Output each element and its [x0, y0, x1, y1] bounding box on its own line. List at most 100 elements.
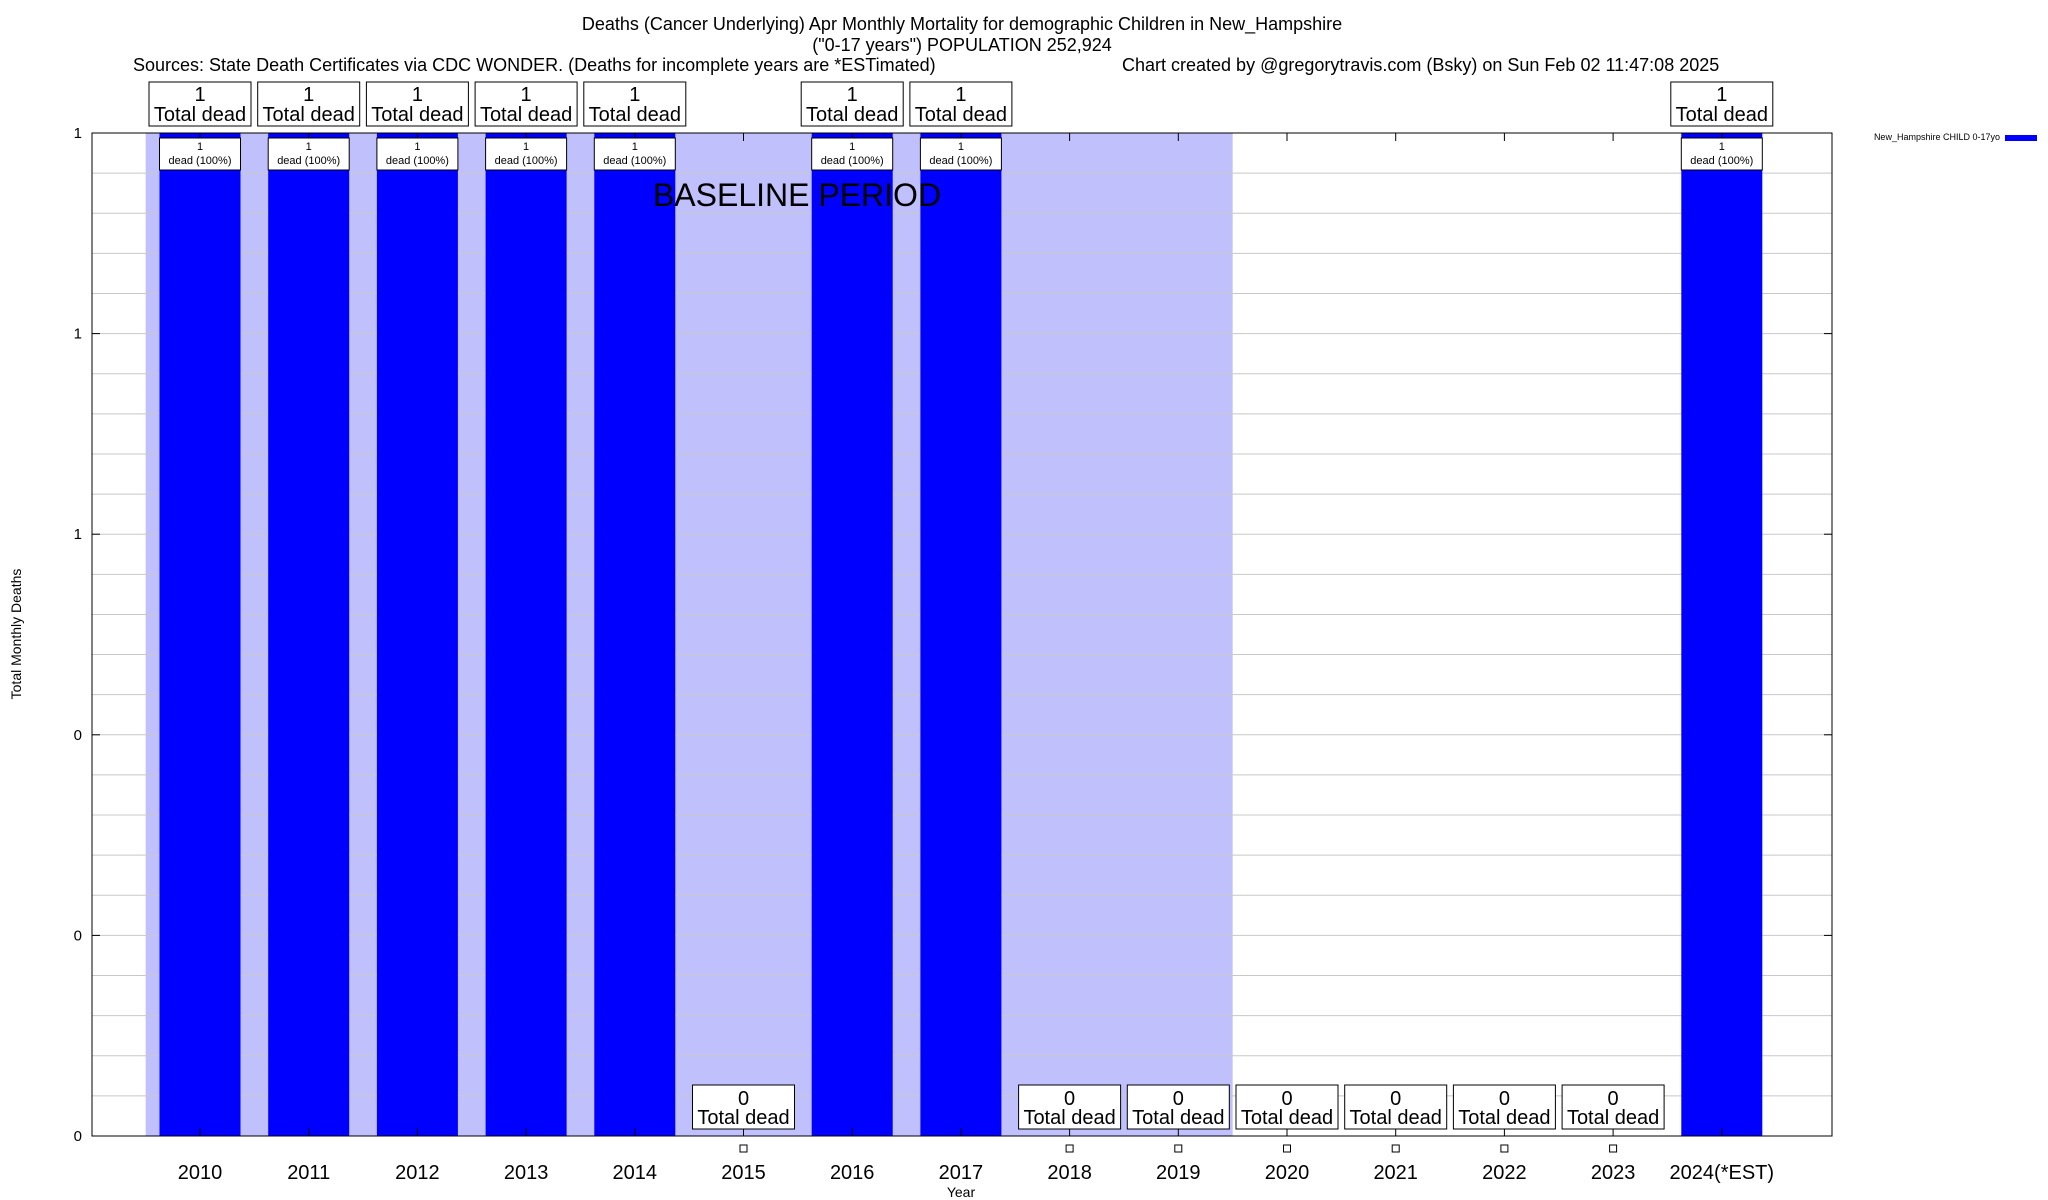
x-tick-label: 2021	[1373, 1162, 1418, 1184]
bar-label-count: 1	[306, 141, 312, 153]
y-axis-label: Total Monthly Deaths	[8, 569, 24, 700]
bar-label-percent: dead (100%)	[821, 155, 884, 167]
y-tick-label: 0	[74, 1128, 82, 1145]
zero-bar-marker	[1391, 1144, 1400, 1153]
total-label-box	[474, 81, 578, 127]
total-label-box	[800, 81, 904, 127]
total-label-text: Total dead	[154, 104, 246, 126]
total-label-box	[583, 81, 687, 127]
total-label-text: Total dead	[697, 1107, 789, 1129]
zero-bar-marker	[1174, 1144, 1183, 1153]
total-label-box	[365, 81, 469, 127]
total-label-text: Total dead	[1567, 1107, 1659, 1129]
x-tick-label: 2019	[1156, 1162, 1201, 1184]
zero-bar-marker	[1065, 1144, 1074, 1153]
x-tick-label: 2012	[395, 1162, 440, 1184]
total-label-count: 0	[1173, 1088, 1184, 1110]
chart-title: Deaths (Cancer Underlying) Apr Monthly M…	[582, 14, 1342, 35]
sources-note: Sources: State Death Certificates via CD…	[133, 55, 936, 75]
total-label-box	[1235, 1084, 1339, 1130]
bar	[485, 133, 567, 1136]
x-tick-label: 2020	[1265, 1162, 1310, 1184]
total-label-text: Total dead	[806, 104, 898, 126]
x-tick-label: 2024(*EST)	[1670, 1162, 1775, 1184]
total-label-box	[1344, 1084, 1448, 1130]
y-tick-label: 1	[74, 125, 82, 142]
bar-label-box	[811, 137, 894, 171]
bar-label-box	[159, 137, 241, 171]
total-label-box	[257, 81, 361, 127]
bar-label-box	[485, 137, 568, 171]
total-label-count: 1	[1716, 84, 1727, 106]
x-tick-label: 2013	[504, 1162, 549, 1184]
total-label-box	[1561, 1084, 1665, 1130]
total-label-count: 0	[738, 1088, 749, 1110]
bar-label-box	[267, 137, 350, 171]
x-axis-label: Year	[947, 1184, 976, 1200]
chart-subtitle: ("0-17 years") POPULATION 252,924	[812, 35, 1112, 55]
total-label-text: Total dead	[1458, 1107, 1550, 1129]
y-tick-label: 1	[74, 526, 82, 543]
zero-bar-marker	[1283, 1144, 1291, 1153]
legend-label: New_Hampshire CHILD 0-17yo	[1874, 132, 2000, 142]
x-tick-label: 2017	[939, 1162, 984, 1184]
legend-swatch	[2005, 135, 2037, 141]
total-label-count: 1	[412, 84, 423, 106]
y-tick-label: 0	[74, 927, 82, 944]
total-label-text: Total dead	[1676, 104, 1768, 126]
bar	[159, 133, 241, 1136]
y-tick-label: 1	[74, 326, 82, 343]
zero-bar-marker	[1500, 1144, 1509, 1153]
total-label-text: Total dead	[263, 104, 355, 126]
total-label-box	[1670, 81, 1774, 127]
bar-label-count: 1	[414, 141, 420, 153]
bar-label-box	[376, 137, 459, 171]
bar	[594, 133, 676, 1136]
total-label-box	[909, 81, 1013, 127]
total-label-text: Total dead	[589, 104, 681, 126]
x-tick-label: 2018	[1047, 1162, 1092, 1184]
bar-label-count: 1	[958, 141, 964, 153]
bar-label-box	[919, 137, 1002, 171]
x-tick-label: 2016	[830, 1162, 875, 1184]
bar-label-percent: dead (100%)	[1690, 155, 1753, 167]
x-tick-label: 2011	[287, 1162, 330, 1184]
bar-label-box	[1680, 137, 1763, 171]
total-label-text: Total dead	[480, 104, 572, 126]
x-tick-label: 2010	[178, 1162, 223, 1184]
bar-label-count: 1	[849, 141, 855, 153]
bar-label-percent: dead (100%)	[386, 155, 449, 167]
bar	[920, 133, 1002, 1136]
total-label-count: 0	[1064, 1088, 1075, 1110]
total-label-count: 0	[1390, 1088, 1401, 1110]
x-tick-label: 2014	[613, 1162, 658, 1184]
bar	[268, 133, 350, 1136]
total-label-box	[692, 1084, 795, 1130]
bar-label-percent: dead (100%)	[169, 155, 232, 167]
total-label-box	[1126, 1084, 1230, 1130]
bar-label-box	[593, 137, 676, 171]
bar	[376, 133, 458, 1136]
bar-label-percent: dead (100%)	[495, 155, 558, 167]
total-label-text: Total dead	[371, 104, 463, 126]
total-label-box	[1018, 1084, 1122, 1130]
total-label-text: Total dead	[1023, 1107, 1115, 1129]
bar-label-count: 1	[632, 141, 638, 153]
x-tick-label: 2015	[721, 1162, 766, 1184]
total-label-text: Total dead	[1350, 1107, 1442, 1129]
bar-label-count: 1	[1719, 141, 1725, 153]
total-label-count: 0	[1281, 1088, 1292, 1110]
bar-label-percent: dead (100%)	[603, 155, 666, 167]
x-tick-label: 2022	[1482, 1162, 1527, 1184]
total-label-count: 1	[955, 84, 966, 106]
bar	[1681, 133, 1763, 1136]
bar-label-percent: dead (100%)	[929, 155, 992, 167]
bar-label-percent: dead (100%)	[277, 155, 340, 167]
total-label-text: Total dead	[915, 104, 1007, 126]
zero-bar-marker	[1609, 1144, 1618, 1153]
credit-note: Chart created by @gregorytravis.com (Bsk…	[1122, 55, 1719, 75]
total-label-count: 1	[629, 84, 640, 106]
total-label-text: Total dead	[1241, 1107, 1333, 1129]
total-label-count: 0	[1608, 1088, 1619, 1110]
